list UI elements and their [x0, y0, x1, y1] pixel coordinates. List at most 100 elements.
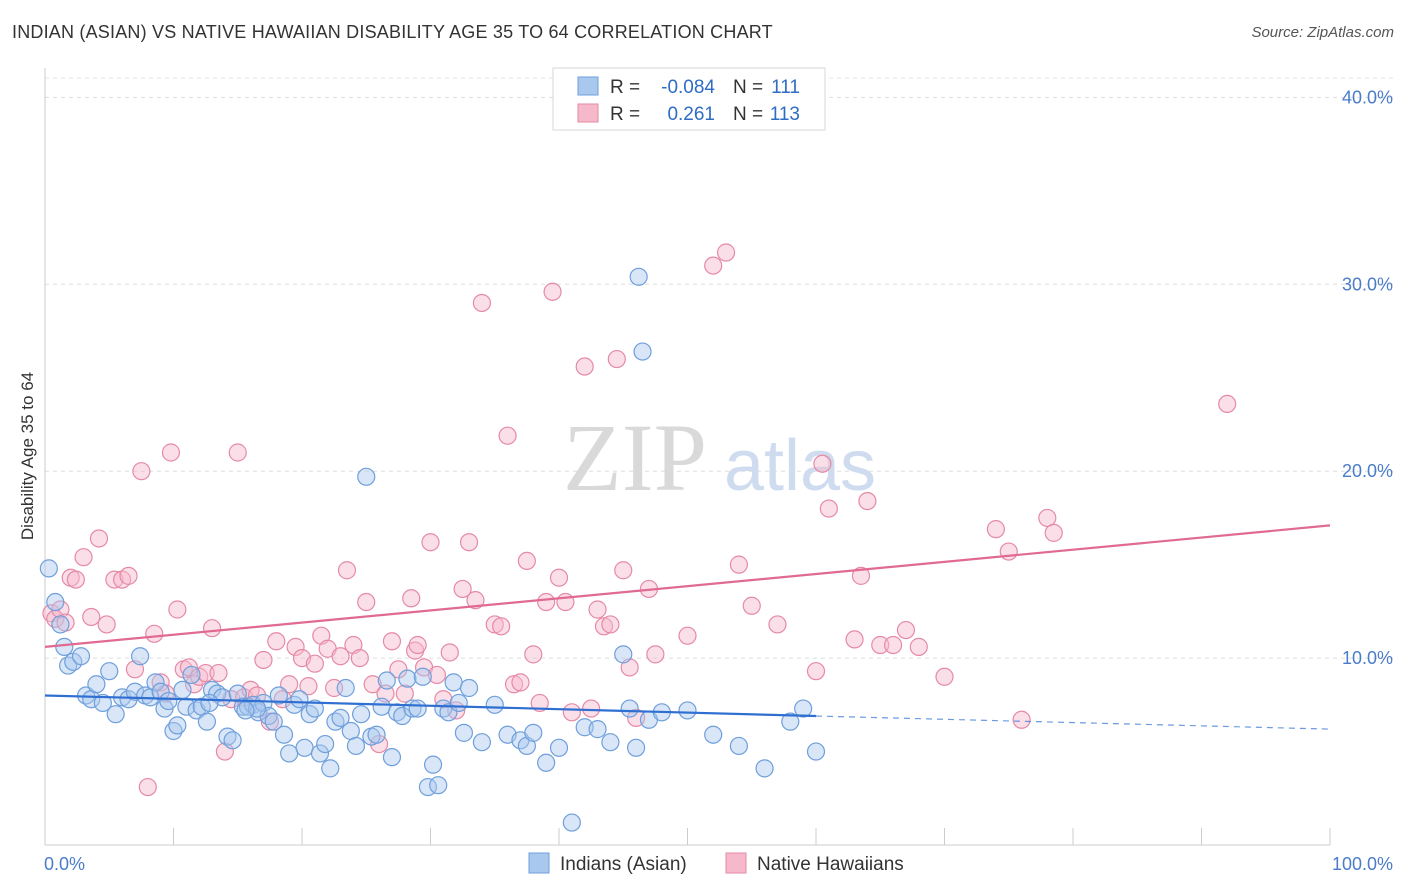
point-indian-asian — [357, 467, 376, 486]
point-indian-asian — [614, 645, 633, 664]
series-native-hawaiians-points — [42, 243, 1237, 797]
point-indian-asian — [39, 559, 58, 578]
point-native-hawaiian — [421, 533, 440, 552]
point-native-hawaiian — [524, 645, 543, 664]
point-indian-asian — [459, 678, 479, 698]
legend-swatch — [577, 76, 599, 96]
point-indian-asian — [678, 701, 697, 720]
point-native-hawaiian — [395, 684, 414, 703]
point-indian-asian — [295, 738, 314, 757]
point-indian-asian — [454, 723, 474, 742]
point-indian-asian — [100, 662, 119, 681]
point-indian-asian — [372, 697, 391, 716]
point-native-hawaiian — [74, 548, 93, 567]
point-native-hawaiian — [97, 615, 116, 634]
point-native-hawaiian — [678, 626, 697, 645]
point-native-hawaiian — [209, 663, 228, 683]
trend-line-indians-asian-extension — [815, 715, 1331, 730]
point-native-hawaiian — [254, 650, 273, 670]
point-indian-asian — [620, 699, 639, 718]
point-native-hawaiian — [594, 617, 614, 636]
point-native-hawaiian — [453, 579, 472, 599]
point-native-hawaiian — [986, 520, 1006, 539]
legend-r-value: -0.084 — [661, 77, 715, 98]
point-native-hawaiian — [607, 349, 626, 369]
x-tick-label: 0.0% — [44, 854, 85, 874]
point-native-hawaiian — [530, 693, 549, 713]
legend-r-label: R = — [610, 77, 640, 98]
point-indian-asian — [305, 699, 324, 718]
point-native-hawaiian — [440, 643, 459, 662]
point-indian-asian — [146, 673, 165, 692]
point-indian-asian — [626, 738, 646, 757]
point-native-hawaiian — [485, 615, 504, 634]
point-indian-asian — [93, 693, 112, 713]
trend-lines — [44, 524, 1331, 730]
point-native-hawaiian — [582, 699, 601, 718]
point-indian-asian — [346, 736, 366, 756]
point-native-hawaiian — [280, 675, 299, 694]
point-native-hawaiian — [704, 256, 723, 275]
y-tick-label: 10.0% — [1342, 648, 1393, 668]
point-native-hawaiian — [305, 654, 324, 673]
point-indian-asian — [236, 701, 255, 720]
point-indian-asian — [601, 733, 620, 752]
point-native-hawaiian — [851, 566, 871, 585]
point-native-hawaiian — [575, 357, 594, 376]
point-indian-asian — [794, 699, 813, 718]
point-native-hawaiian — [299, 677, 318, 696]
point-native-hawaiian — [427, 665, 447, 685]
point-native-hawaiian — [492, 617, 511, 636]
point-indian-asian — [331, 708, 350, 728]
point-indian-asian — [46, 592, 65, 612]
series-legend: Indians (Asian) Native Hawaiians — [528, 852, 904, 875]
trend-line-indians-asian — [44, 694, 817, 718]
point-native-hawaiian — [286, 637, 305, 656]
watermark-zip: ZIP — [563, 404, 707, 511]
point-indian-asian — [51, 615, 70, 634]
point-indian-asian — [336, 678, 355, 698]
axes — [44, 68, 1331, 846]
point-native-hawaiian — [402, 589, 421, 608]
point-native-hawaiian — [716, 243, 736, 262]
point-native-hawaiian — [742, 596, 761, 615]
point-native-hawaiian — [105, 570, 124, 589]
point-native-hawaiian — [819, 499, 838, 518]
point-indian-asian — [130, 647, 150, 666]
source-credit: Source: ZipAtlas.com — [1251, 24, 1394, 41]
point-native-hawaiian — [466, 591, 485, 610]
point-indian-asian — [321, 759, 340, 778]
point-indian-asian — [264, 712, 283, 731]
point-indian-asian — [290, 690, 309, 709]
point-native-hawaiian — [614, 561, 633, 580]
point-native-hawaiian — [89, 529, 109, 548]
point-indian-asian — [269, 686, 288, 705]
point-native-hawaiian — [896, 620, 916, 640]
point-native-hawaiian — [151, 673, 170, 692]
point-native-hawaiian — [543, 282, 562, 301]
point-native-hawaiian — [363, 675, 382, 694]
point-native-hawaiian — [883, 635, 903, 655]
point-native-hawaiian — [82, 607, 101, 627]
point-indian-asian — [398, 669, 417, 688]
point-native-hawaiian — [161, 443, 181, 462]
point-native-hawaiian — [806, 662, 826, 681]
point-native-hawaiian — [909, 637, 928, 656]
legend-n-value: 111 — [771, 77, 800, 98]
point-indian-asian — [274, 725, 294, 744]
point-indian-asian — [280, 744, 299, 763]
point-native-hawaiian — [768, 615, 787, 634]
point-native-hawaiian — [935, 667, 954, 686]
point-native-hawaiian — [168, 600, 187, 619]
point-indian-asian — [55, 637, 74, 656]
point-native-hawaiian — [337, 561, 357, 580]
point-native-hawaiian — [504, 675, 524, 694]
legend-r-label: R = — [610, 104, 640, 125]
point-native-hawaiian — [549, 568, 569, 587]
point-indian-asian — [316, 734, 335, 754]
point-native-hawaiian — [357, 592, 376, 612]
zipatlas-watermark: ZIP atlas — [563, 404, 876, 511]
point-indian-asian — [562, 813, 581, 832]
point-indian-asian — [629, 267, 648, 286]
point-indian-asian — [429, 776, 448, 795]
